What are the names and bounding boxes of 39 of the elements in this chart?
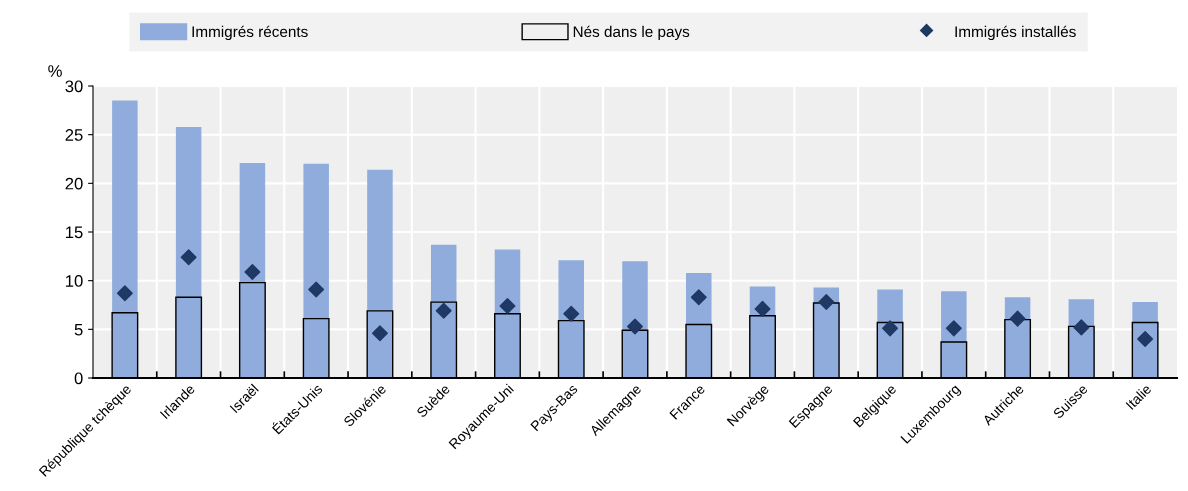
point: [882, 320, 899, 337]
bar: [813, 287, 840, 378]
legend-label: Immigrés installés: [955, 25, 1076, 41]
point: [435, 302, 452, 319]
bar: [622, 261, 648, 378]
point: [1009, 310, 1026, 327]
legend-label: Nés dans le pays: [573, 25, 690, 41]
bar: [749, 286, 776, 378]
y-tick-label: 30: [65, 80, 83, 93]
point: [563, 305, 580, 322]
bar: [430, 244, 457, 378]
bar: [239, 162, 266, 378]
point: [1137, 331, 1154, 348]
bar: [175, 126, 202, 378]
point: [690, 289, 707, 306]
point: [1073, 319, 1090, 336]
y-tick-label: 25: [65, 129, 83, 141]
bar: [1004, 297, 1031, 378]
y-axis-title: %: [48, 65, 62, 77]
point: [180, 249, 197, 266]
point: [244, 263, 261, 280]
bar: [494, 249, 521, 378]
bar: [303, 163, 329, 378]
y-tick-label: 15: [66, 226, 83, 239]
point: [818, 294, 835, 311]
point: [627, 318, 643, 335]
point: [499, 297, 516, 314]
y-tick-label: 10: [66, 275, 83, 287]
point: [754, 300, 771, 317]
bar: [112, 100, 138, 378]
bar: [367, 169, 393, 378]
y-tick-label: 5: [74, 323, 83, 336]
y-tick-label: 0: [74, 372, 83, 385]
point: [371, 325, 388, 342]
point: [945, 320, 962, 337]
legend-label: Immigrés récents: [192, 25, 308, 41]
point: [308, 281, 325, 298]
y-tick-label: 20: [65, 177, 83, 190]
point: [116, 285, 133, 302]
